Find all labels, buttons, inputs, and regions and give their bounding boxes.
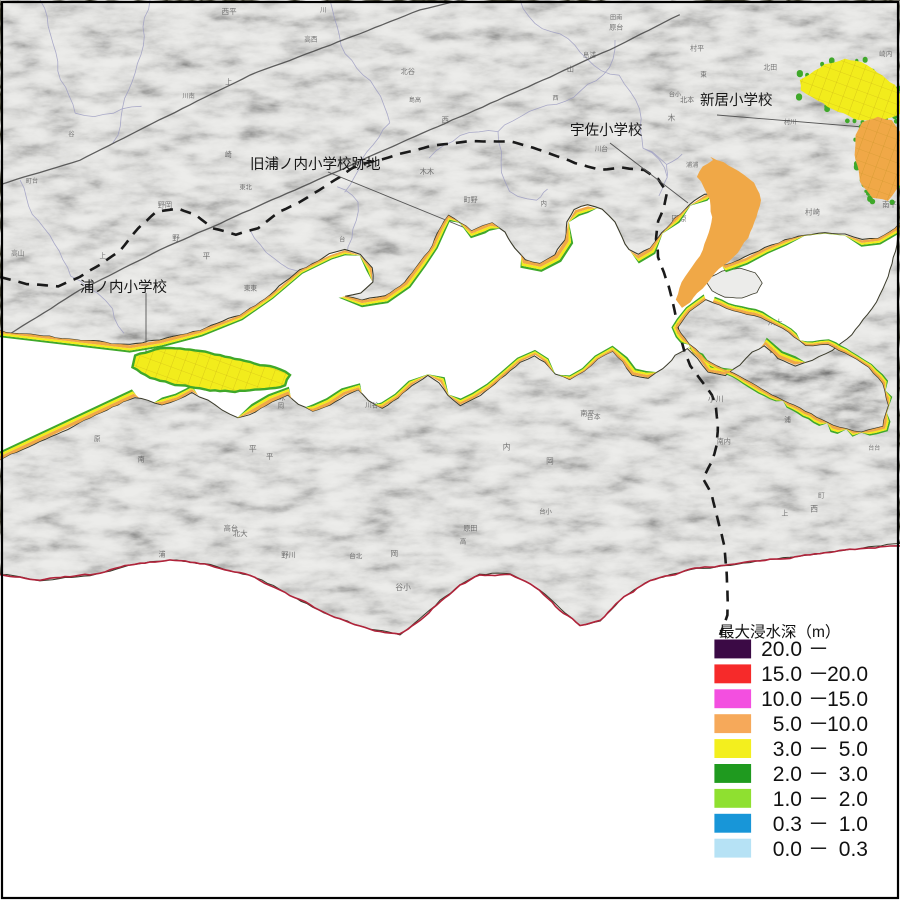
svg-text:平: 平 <box>266 452 273 461</box>
svg-text:北大: 北大 <box>233 528 248 538</box>
svg-text:原: 原 <box>94 435 101 443</box>
svg-text:0.3: 0.3 <box>773 813 802 836</box>
svg-text:10.0: 10.0 <box>761 688 802 711</box>
svg-text:台台: 台台 <box>868 444 880 452</box>
svg-text:20.0: 20.0 <box>761 638 802 661</box>
svg-text:浦: 浦 <box>159 550 166 559</box>
svg-text:東北: 東北 <box>239 184 252 192</box>
svg-text:原田: 原田 <box>463 525 477 533</box>
svg-text:村崎: 村崎 <box>805 207 820 217</box>
svg-text:平: 平 <box>249 444 257 453</box>
svg-text:上: 上 <box>225 77 232 86</box>
svg-text:木木: 木木 <box>420 167 434 176</box>
svg-text:－: － <box>808 838 829 861</box>
svg-text:村平: 村平 <box>690 44 704 53</box>
svg-text:島浦: 島浦 <box>583 50 597 59</box>
svg-text:5.0: 5.0 <box>839 738 868 761</box>
svg-text:1.0: 1.0 <box>773 788 802 811</box>
svg-text:小川: 小川 <box>708 394 723 404</box>
svg-text:－: － <box>808 713 829 736</box>
svg-text:島高: 島高 <box>409 96 421 104</box>
svg-text:崎: 崎 <box>225 150 232 159</box>
svg-text:原台: 原台 <box>609 22 623 31</box>
svg-text:木: 木 <box>668 112 676 122</box>
svg-text:－: － <box>808 663 829 686</box>
svg-text:平: 平 <box>203 251 211 260</box>
svg-text:1.0: 1.0 <box>839 813 868 836</box>
svg-text:高山: 高山 <box>11 248 24 257</box>
svg-text:北谷: 北谷 <box>401 67 415 76</box>
svg-text:北田: 北田 <box>764 64 778 72</box>
svg-text:野岡: 野岡 <box>158 201 172 210</box>
svg-text:上: 上 <box>100 251 107 260</box>
svg-text:南内: 南内 <box>717 437 731 446</box>
svg-text:－: － <box>808 738 829 761</box>
svg-text:台小: 台小 <box>669 90 682 98</box>
svg-text:2.0: 2.0 <box>839 788 868 811</box>
svg-text:東東: 東東 <box>244 283 258 292</box>
svg-text:上: 上 <box>782 509 789 518</box>
svg-text:高: 高 <box>460 537 467 546</box>
svg-text:5.0: 5.0 <box>773 713 802 736</box>
svg-text:谷: 谷 <box>68 129 75 138</box>
svg-text:台小: 台小 <box>539 506 552 515</box>
svg-text:－: － <box>808 688 829 711</box>
svg-text:新居小学校: 新居小学校 <box>700 92 773 109</box>
svg-text:浦: 浦 <box>784 415 791 424</box>
svg-text:西平: 西平 <box>222 7 237 16</box>
svg-text:田南: 田南 <box>610 14 622 22</box>
svg-text:東: 東 <box>700 69 707 78</box>
svg-text:宇佐小学校: 宇佐小学校 <box>570 122 643 139</box>
svg-text:北本: 北本 <box>680 95 694 104</box>
svg-text:岡: 岡 <box>546 456 554 465</box>
svg-text:町台: 町台 <box>26 177 38 185</box>
svg-text:岡: 岡 <box>391 549 399 558</box>
svg-text:町: 町 <box>818 491 825 499</box>
svg-text:台: 台 <box>339 236 345 244</box>
svg-text:－: － <box>808 638 829 661</box>
svg-text:20.0: 20.0 <box>827 663 868 686</box>
svg-text:15.0: 15.0 <box>761 663 802 686</box>
svg-text:台北: 台北 <box>349 551 363 560</box>
svg-text:15.0: 15.0 <box>827 688 868 711</box>
svg-text:川: 川 <box>320 7 327 14</box>
svg-text:西: 西 <box>553 95 559 102</box>
svg-text:2.0: 2.0 <box>773 763 802 786</box>
svg-text:南平: 南平 <box>580 409 594 418</box>
svg-text:－: － <box>808 788 829 811</box>
svg-text:谷小: 谷小 <box>395 582 411 592</box>
svg-text:南: 南 <box>138 455 145 464</box>
svg-text:0.0: 0.0 <box>773 838 802 861</box>
svg-text:3.0: 3.0 <box>839 763 868 786</box>
svg-text:野: 野 <box>172 234 180 243</box>
svg-text:－: － <box>808 763 829 786</box>
svg-text:浦浦: 浦浦 <box>686 161 698 169</box>
svg-text:内: 内 <box>503 441 511 451</box>
svg-text:高西: 高西 <box>304 34 318 43</box>
svg-text:内: 内 <box>541 198 547 207</box>
svg-text:西: 西 <box>442 116 449 125</box>
svg-text:西: 西 <box>810 505 818 514</box>
svg-text:0.3: 0.3 <box>839 838 868 861</box>
svg-text:－: － <box>808 813 829 836</box>
svg-text:山: 山 <box>567 65 574 74</box>
svg-text:旧浦ノ内小学校跡地: 旧浦ノ内小学校跡地 <box>250 156 381 173</box>
svg-text:川台: 川台 <box>595 144 609 153</box>
svg-text:崎内: 崎内 <box>879 49 892 58</box>
svg-text:野川: 野川 <box>281 550 296 559</box>
svg-text:川南: 川南 <box>182 92 194 100</box>
svg-text:浦ノ内小学校: 浦ノ内小学校 <box>80 279 167 296</box>
svg-text:3.0: 3.0 <box>773 738 802 761</box>
svg-text:10.0: 10.0 <box>827 713 868 736</box>
svg-text:町野: 町野 <box>464 196 478 204</box>
